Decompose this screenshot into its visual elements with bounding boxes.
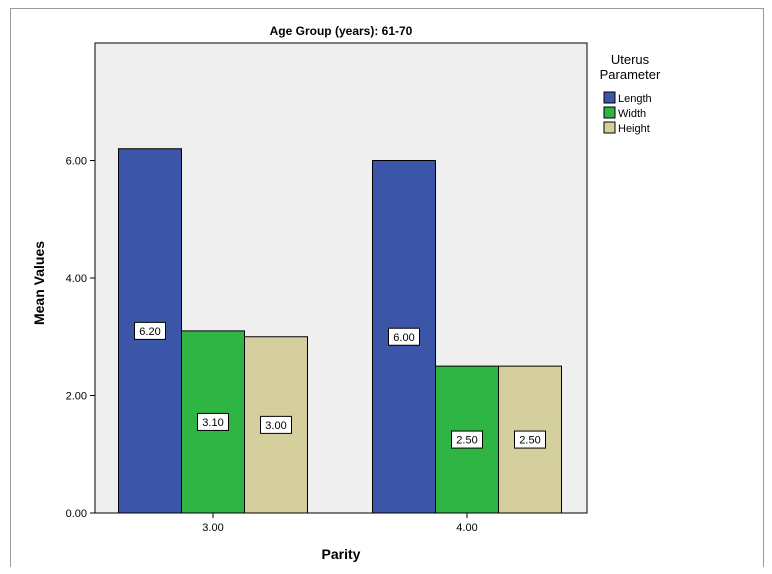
legend-swatch [603, 91, 616, 104]
y-tick-label: 2.00 [66, 391, 87, 403]
legend-item-length: Length [603, 91, 652, 105]
legend-swatch [603, 121, 616, 134]
legend-title-line1: Uterus [611, 52, 650, 67]
legend-item-width: Width [603, 106, 646, 120]
legend-item-height: Height [603, 121, 650, 135]
chart-title: Age Group (years): 61-70 [270, 24, 413, 38]
x-axis-title: Parity [322, 546, 361, 562]
data-label-text: 6.20 [139, 326, 160, 338]
data-label-box [260, 415, 292, 434]
data-label-box [514, 430, 546, 449]
data-label-text: 2.50 [519, 435, 540, 447]
legend-title-line2: Parameter [600, 67, 661, 82]
x-tick-label: 3.00 [202, 522, 223, 534]
y-tick-label: 4.00 [66, 273, 87, 285]
x-axis: 3.00 4.00 [202, 513, 478, 534]
x-tick-label: 4.00 [456, 522, 477, 534]
y-tick-label: 6.00 [66, 156, 87, 168]
data-label-width-3.00: 3.10 [197, 412, 229, 431]
legend-label: Height [618, 123, 650, 135]
data-label-height-4.00: 2.50 [514, 430, 546, 449]
data-label-box [134, 321, 166, 340]
data-label-text: 6.00 [393, 332, 414, 344]
data-label-length-4.00: 6.00 [388, 327, 420, 346]
data-label-box [451, 430, 483, 449]
data-label-box [197, 412, 229, 431]
data-label-text: 3.00 [265, 420, 286, 432]
data-label-width-4.00: 2.50 [451, 430, 483, 449]
data-label-box [388, 327, 420, 346]
chart-frame [10, 8, 764, 567]
data-label-height-3.00: 3.00 [260, 415, 292, 434]
y-axis: 0.00 2.00 4.00 6.00 [66, 156, 95, 520]
legend-swatch [603, 106, 616, 119]
data-label-length-3.00: 6.20 [134, 321, 166, 340]
legend-label: Width [618, 108, 646, 120]
data-label-text: 3.10 [202, 417, 223, 429]
y-axis-title: Mean Values [31, 241, 47, 325]
legend: Uterus Parameter Length Width Height [600, 52, 661, 135]
y-tick-label: 0.00 [66, 508, 87, 520]
data-label-text: 2.50 [456, 435, 477, 447]
legend-label: Length [618, 93, 652, 105]
data-labels-group: 6.20 3.10 3.00 6.00 2.50 2.50 [134, 321, 546, 449]
